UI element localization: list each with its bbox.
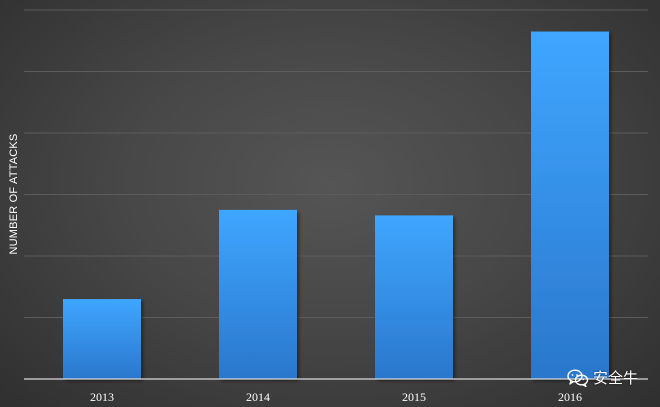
- bar-2016: [531, 31, 609, 380]
- watermark: 安全牛: [567, 367, 638, 388]
- x-tick-label-2013: 2013: [90, 390, 114, 404]
- y-axis-title: NUMBER OF ATTACKS: [8, 133, 20, 255]
- x-tick-label-2016: 2016: [558, 390, 582, 404]
- wechat-icon: [567, 368, 589, 387]
- x-tick-label-2014: 2014: [246, 390, 270, 404]
- bar-2013: [63, 299, 141, 379]
- x-tick-label-2015: 2015: [402, 390, 426, 404]
- bar-2014: [219, 209, 297, 379]
- x-tick-labels: 2013 2014 2015 2016: [90, 390, 582, 404]
- bars: [63, 31, 609, 380]
- watermark-text: 安全牛: [592, 369, 638, 387]
- bar-2015: [375, 215, 453, 379]
